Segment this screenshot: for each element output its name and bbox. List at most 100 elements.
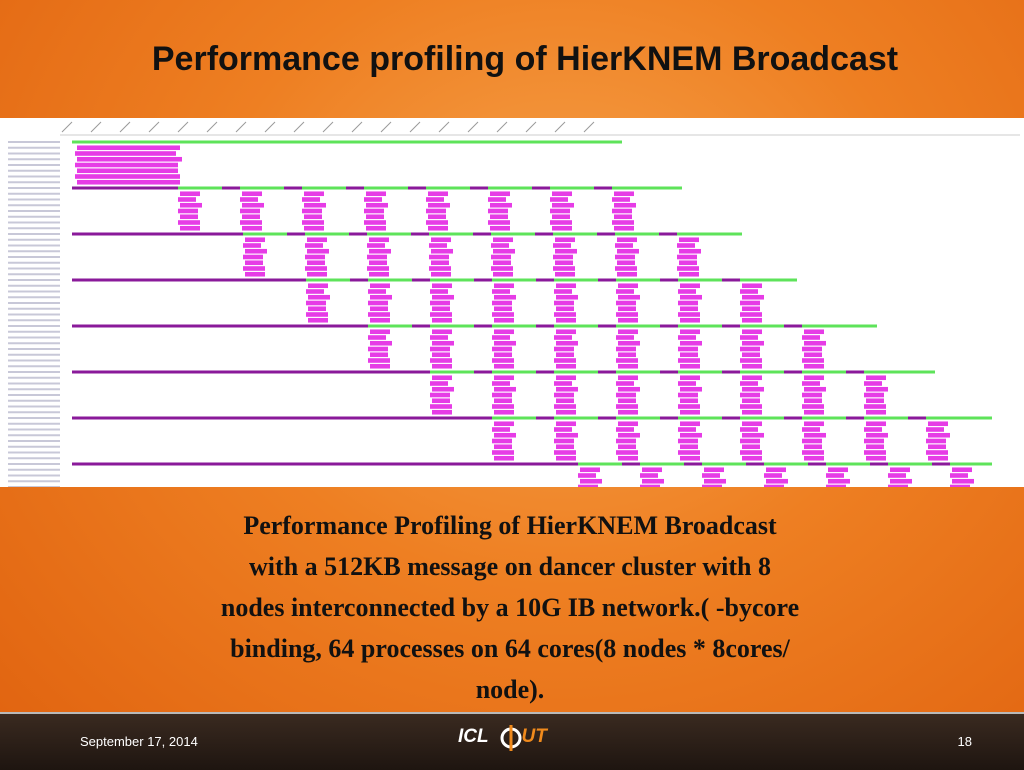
row-label (8, 457, 60, 460)
recv-block (826, 484, 846, 487)
recv-block (952, 467, 972, 473)
recv-block (302, 220, 324, 225)
recv-block (431, 271, 451, 277)
gap (870, 462, 888, 466)
recv-block (366, 202, 388, 208)
recv-block (680, 386, 702, 392)
gap (660, 278, 678, 282)
row-label (8, 336, 60, 339)
recv-block (307, 260, 325, 266)
recv-block (678, 404, 700, 409)
time-tick (177, 121, 189, 133)
recv-block (430, 312, 452, 317)
send-bar (492, 416, 992, 420)
recv-block (616, 438, 636, 444)
row-label (8, 141, 60, 143)
recv-block (616, 289, 634, 294)
recv-block (864, 438, 884, 444)
row-label (8, 376, 60, 379)
recv-block (242, 225, 262, 231)
profiling-trace (0, 118, 1024, 487)
time-tick (264, 121, 276, 133)
recv-block (578, 473, 596, 478)
recv-block (494, 398, 512, 404)
recv-block (370, 317, 390, 323)
recv-block (618, 352, 636, 358)
time-tick (235, 121, 247, 133)
gap (474, 370, 492, 374)
recv-block (618, 329, 638, 335)
row-label (8, 474, 60, 477)
row-label (8, 210, 60, 212)
row-label (8, 405, 60, 408)
recv-block (308, 306, 326, 312)
recv-block (243, 266, 265, 271)
recv-block (430, 358, 452, 363)
gap (222, 186, 240, 190)
recv-block (702, 473, 720, 478)
recv-block (554, 312, 576, 317)
recv-block (492, 404, 514, 409)
recv-block (429, 266, 451, 271)
recv-block (492, 312, 514, 317)
row-label (8, 365, 60, 368)
wait-bar (72, 416, 492, 420)
recv-block (679, 237, 699, 243)
recv-block (370, 329, 390, 335)
recv-block (370, 340, 392, 346)
caption-line: nodes interconnected by a 10G IB network… (220, 593, 800, 622)
recv-block (494, 294, 516, 300)
time-tick (496, 121, 508, 133)
recv-block (490, 202, 512, 208)
recv-block (618, 444, 636, 450)
recv-block (804, 455, 824, 461)
recv-block (492, 358, 514, 363)
caption: Performance Profiling of HierKNEM Broadc… (100, 505, 920, 710)
caption-line: node). (475, 675, 545, 704)
recv-block (180, 225, 200, 231)
caption-line: Performance Profiling of HierKNEM Broadc… (243, 511, 777, 540)
recv-block (432, 398, 450, 404)
gap (598, 370, 616, 374)
recv-block (432, 386, 454, 392)
recv-block (240, 197, 258, 202)
recv-block (367, 266, 389, 271)
send-bar (430, 370, 935, 374)
page-number: 18 (957, 734, 972, 749)
gap (594, 186, 612, 190)
recv-block (616, 427, 634, 432)
row-label (8, 359, 60, 362)
recv-block (75, 162, 178, 168)
recv-block (950, 484, 970, 487)
recv-block (245, 271, 265, 277)
recv-block (742, 398, 760, 404)
recv-block (556, 363, 576, 369)
recv-block (554, 300, 574, 306)
recv-block (555, 271, 575, 277)
recv-block (890, 467, 910, 473)
send-bar (368, 324, 877, 328)
row-label (8, 313, 60, 316)
recv-block (432, 294, 454, 300)
gap (473, 232, 491, 236)
gap (535, 232, 553, 236)
recv-block (368, 312, 390, 317)
recv-block (426, 220, 448, 225)
recv-block (612, 197, 630, 202)
recv-block (888, 473, 906, 478)
recv-block (804, 386, 826, 392)
row-label (8, 330, 60, 333)
recv-block (494, 306, 512, 312)
recv-block (766, 478, 788, 484)
recv-block (552, 214, 570, 220)
recv-block (614, 202, 636, 208)
gap (846, 416, 864, 420)
recv-block (928, 421, 948, 427)
recv-block (426, 197, 444, 202)
recv-block (556, 340, 578, 346)
recv-block (370, 283, 390, 289)
recv-block (552, 191, 572, 197)
recv-block (302, 197, 320, 202)
recv-block (307, 237, 327, 243)
time-tick (525, 121, 537, 133)
